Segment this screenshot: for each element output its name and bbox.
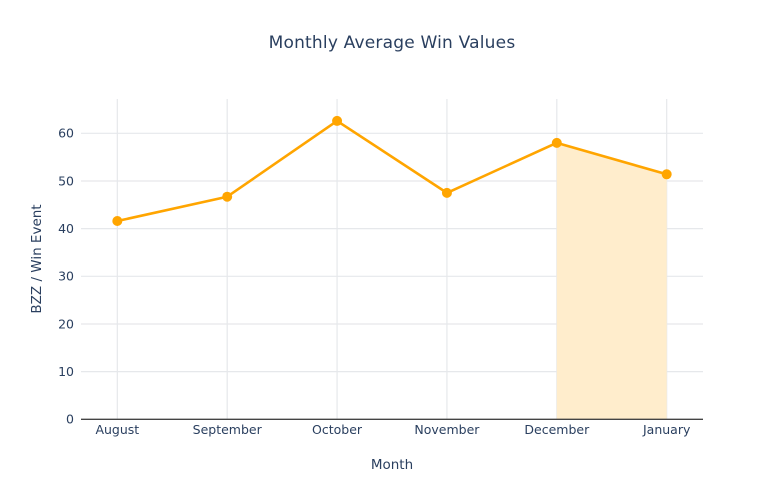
y-tick-label: 30 [58, 269, 74, 284]
y-tick-label: 0 [66, 412, 74, 427]
series-line [117, 119, 668, 223]
x-tick-label: October [312, 422, 363, 437]
y-tick-label: 50 [58, 173, 74, 188]
x-axis-title: Month [370, 457, 414, 473]
data-point-december[interactable] [551, 137, 562, 148]
highlight-region [556, 142, 667, 420]
data-point-october[interactable] [332, 115, 343, 126]
x-tick-label: November [414, 422, 480, 437]
data-point-january[interactable] [661, 169, 672, 180]
data-point-september[interactable] [222, 191, 233, 202]
data-point-november[interactable] [441, 187, 452, 198]
y-tick-label: 20 [58, 316, 74, 331]
x-tick-label: August [95, 422, 139, 437]
y-tick-label: 40 [58, 221, 74, 236]
x-tick-label: September [193, 422, 263, 437]
x-tick-label: January [642, 422, 691, 437]
x-tick-label: December [524, 422, 590, 437]
chart-title: Monthly Average Win Values [268, 33, 516, 53]
y-tick-label: 60 [58, 126, 74, 141]
data-point-august[interactable] [112, 216, 123, 227]
y-tick-label: 10 [58, 364, 74, 379]
